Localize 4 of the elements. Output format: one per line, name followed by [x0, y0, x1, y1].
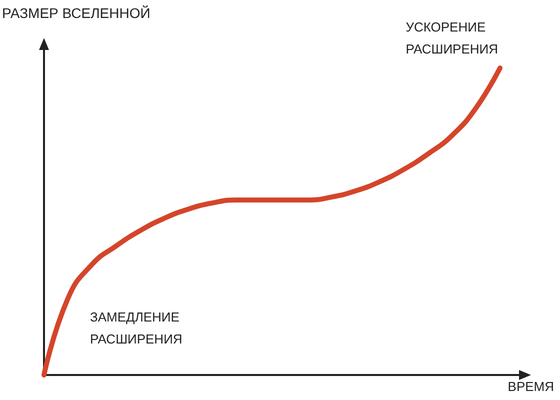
x-axis-title: ВРЕМЯ	[508, 379, 554, 394]
y-axis-title: РАЗМЕР ВСЕЛЕННОЙ	[2, 5, 150, 21]
annotation: ЗАМЕДЛЕНИЕ РАСШИРЕНИЯ	[90, 310, 182, 346]
text: УСКОРЕНИЕ РАСШИРЕНИЯ	[406, 20, 498, 56]
